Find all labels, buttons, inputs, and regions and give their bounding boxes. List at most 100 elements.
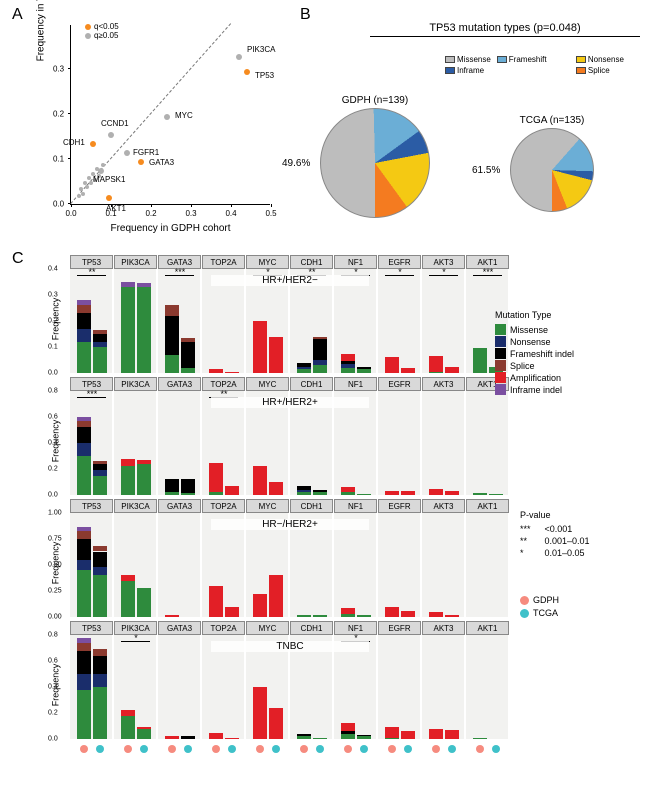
bar-segment (385, 357, 399, 373)
bar-segment (341, 608, 355, 614)
bar-segment (401, 491, 415, 495)
bar-segment (77, 456, 91, 495)
facet-gene-label: AKT3 (422, 621, 465, 635)
bar-segment (121, 581, 135, 617)
cohort-dot (228, 745, 236, 753)
pie-name: GDPH (n=139) (320, 95, 430, 106)
bar-segment (181, 736, 195, 739)
bar-segment (253, 466, 267, 495)
bar-segment (137, 729, 151, 739)
pvalue-legend-title: P-value (520, 510, 590, 520)
bar-segment (77, 570, 91, 617)
facet-gene-label: AKT1 (466, 499, 509, 513)
scatter-point (236, 54, 242, 60)
bar-segment (357, 367, 371, 370)
scatter-point (106, 195, 112, 201)
bar-segment (93, 464, 107, 471)
bar-segment (93, 334, 107, 342)
y-axis-label: Frequency in TCGA cohort (36, 0, 47, 61)
subtype-row: Frequency0.00.20.40.60.8TP53***PIK3CAGAT… (70, 377, 510, 495)
bar-segment (165, 615, 179, 617)
bar-segment (93, 575, 107, 617)
cohort-dot (96, 745, 104, 753)
facet-gene-label: CDH1 (290, 499, 333, 513)
bar-segment (77, 539, 91, 560)
pvalue-legend-item: * 0.01–0.05 (520, 548, 590, 558)
bar-segment (313, 365, 327, 373)
legend-item: Splice (495, 360, 574, 371)
bar-segment (445, 730, 459, 739)
bar-segment (137, 727, 151, 729)
bar-segment (121, 716, 135, 739)
bar-segment (473, 348, 487, 373)
cohort-dot (168, 745, 176, 753)
bar-segment (209, 369, 223, 373)
pvalue-legend-item: *** <0.001 (520, 524, 590, 534)
bar-segment (429, 489, 443, 496)
cohort-dot (344, 745, 352, 753)
bar-segment (269, 337, 283, 373)
bar-segment (77, 313, 91, 329)
bar-segment (93, 330, 107, 334)
scatter-point (138, 159, 144, 165)
gene-label: TP53 (255, 71, 274, 80)
facet-gene-label: NF1 (334, 499, 377, 513)
scatter-point (108, 132, 114, 138)
bar-segment (341, 492, 355, 495)
bar-segment (209, 586, 223, 617)
legend-item: Amplification (495, 372, 574, 383)
facet-gene-label: GATA3 (158, 499, 201, 513)
bar-segment (93, 347, 107, 373)
cohort-dot (404, 745, 412, 753)
bar-segment (121, 459, 135, 467)
legend-item: Inframe indel (495, 384, 574, 395)
bar-segment (313, 492, 327, 495)
cohort-dot (212, 745, 220, 753)
gene-label: AKT1 (106, 204, 126, 213)
facet-gene-label: PIK3CA (114, 255, 157, 269)
pie-pct-label: 49.6% (282, 158, 310, 169)
bar-segment (77, 560, 91, 570)
pie-legend: MissenseFrameshiftInframeNonsenseSplice (445, 55, 650, 79)
cohort-dot (448, 745, 456, 753)
bar-segment (165, 316, 179, 355)
facet-gene-label: TOP2A (202, 255, 245, 269)
bar-segment (93, 552, 107, 568)
bar-segment (77, 305, 91, 313)
bar-segment (181, 479, 195, 493)
bar-segment (297, 492, 311, 495)
bar-segment (341, 723, 355, 731)
bar-segment (341, 731, 355, 734)
facet-gene-label: TOP2A (202, 621, 245, 635)
cohort-dot (360, 745, 368, 753)
bar-segment (121, 282, 135, 287)
bar-segment (137, 287, 151, 373)
bar-segment (77, 421, 91, 428)
bar-segment (121, 575, 135, 580)
bar-segment (137, 588, 151, 617)
bar-segment (445, 367, 459, 374)
facet-gene-label: TP53 (70, 499, 113, 513)
bar-segment (253, 321, 267, 373)
bar-segment (181, 338, 195, 342)
significance-stars: * (378, 267, 422, 277)
bar-segment (297, 734, 311, 736)
bar-segment (93, 674, 107, 687)
bar-segment (341, 614, 355, 617)
panel-b-pies: TP53 mutation types (p=0.048) MissenseFr… (310, 10, 650, 245)
panel-a-scatter: q<0.05q≥0.05 Frequency in TCGA cohort Fr… (30, 10, 290, 245)
bar-segment (225, 372, 239, 373)
facet-gene-label: EGFR (378, 499, 421, 513)
subtype-row: Frequency0.000.250.500.751.00TP53PIK3CAG… (70, 499, 510, 617)
mutation-type-legend: Mutation Type MissenseNonsenseFrameshift… (495, 310, 574, 396)
bar-segment (385, 727, 399, 737)
bar-segment (137, 460, 151, 464)
bar-segment (341, 364, 355, 368)
cohort-legend: GDPHTCGA (520, 595, 559, 621)
pie-chart: GDPH (n=139)49.6% (320, 95, 430, 218)
subtype-row: Frequency0.00.10.20.30.4TP53**PIK3CAGATA… (70, 255, 510, 373)
bar-segment (357, 369, 371, 373)
bar-segment (357, 615, 371, 617)
bar-segment (77, 417, 91, 421)
bar-segment (445, 491, 459, 495)
